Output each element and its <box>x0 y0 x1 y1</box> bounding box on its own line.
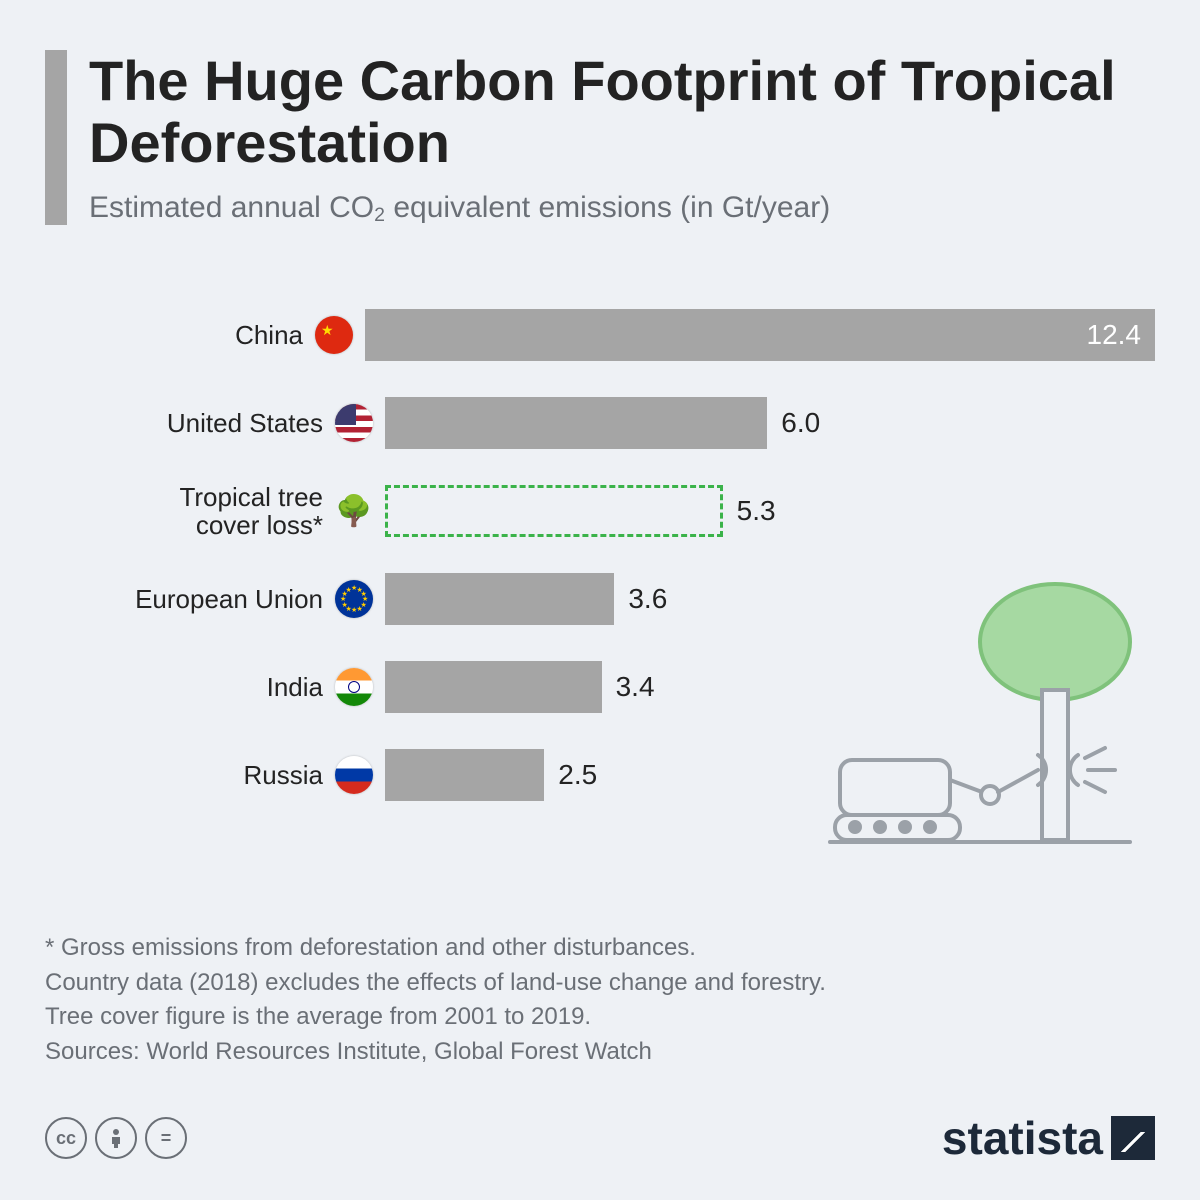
footnote-line: Country data (2018) excludes the effects… <box>45 966 826 1001</box>
bar <box>385 749 544 801</box>
bar-value: 5.3 <box>737 495 776 527</box>
header: The Huge Carbon Footprint of Tropical De… <box>45 50 1155 225</box>
logo-mark-icon <box>1111 1116 1155 1160</box>
bar-label: Tropical treecover loss* <box>85 483 335 540</box>
bar-value: 2.5 <box>558 759 597 791</box>
footer: cc = statista <box>45 1111 1155 1165</box>
bar-label: Russia <box>85 761 335 790</box>
bar-label: China <box>85 321 315 350</box>
title-accent-bar <box>45 50 67 225</box>
flag-us-icon <box>335 404 373 442</box>
flag-india-icon <box>335 668 373 706</box>
bar-value: 3.6 <box>628 583 667 615</box>
footnote-line: Sources: World Resources Institute, Glob… <box>45 1035 826 1070</box>
cc-nd-icon: = <box>145 1117 187 1159</box>
flag-china-icon <box>315 316 353 354</box>
bar-label: United States <box>85 409 335 438</box>
bar <box>385 397 767 449</box>
bar-label: India <box>85 673 335 702</box>
bar <box>385 661 602 713</box>
brand-text: statista <box>942 1111 1103 1165</box>
bar-value: 12.4 <box>1087 319 1142 351</box>
statista-logo: statista <box>942 1111 1155 1165</box>
bar-value: 3.4 <box>616 671 655 703</box>
chart-row: Tropical treecover loss*🌳 5.3 <box>85 481 1155 541</box>
chart-row: China 12.4 <box>85 305 1155 365</box>
bar-area: 6.0 <box>385 397 1155 449</box>
flag-russia-icon <box>335 756 373 794</box>
cc-by-icon <box>95 1117 137 1159</box>
chart-row: United States 6.0 <box>85 393 1155 453</box>
subtitle: Estimated annual CO2 equivalent emission… <box>89 191 1155 225</box>
footnotes: * Gross emissions from deforestation and… <box>45 931 826 1070</box>
footnote-line: Tree cover figure is the average from 20… <box>45 1000 826 1035</box>
footnote-line: * Gross emissions from deforestation and… <box>45 931 826 966</box>
flag-eu-icon: ★★★★★★★★★★★★ <box>335 580 373 618</box>
cc-icon: cc <box>45 1117 87 1159</box>
subtitle-sub: 2 <box>374 204 385 226</box>
bar <box>385 485 723 537</box>
page-title: The Huge Carbon Footprint of Tropical De… <box>89 50 1155 173</box>
tree-machine-illustration <box>820 580 1140 860</box>
bar-label: European Union <box>85 585 335 614</box>
bar: 12.4 <box>365 309 1155 361</box>
bar <box>385 573 614 625</box>
bar-value: 6.0 <box>781 407 820 439</box>
tree-icon: 🌳 <box>335 492 373 530</box>
bar-area: 12.4 <box>365 309 1155 361</box>
bar-area: 5.3 <box>385 485 1155 537</box>
subtitle-post: equivalent emissions (in Gt/year) <box>385 191 830 224</box>
subtitle-pre: Estimated annual CO <box>89 191 374 224</box>
cc-license-icons: cc = <box>45 1117 187 1159</box>
